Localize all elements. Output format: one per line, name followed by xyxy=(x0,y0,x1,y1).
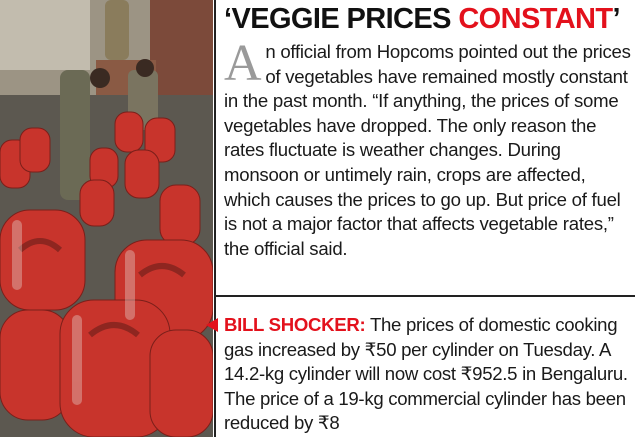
kicker-label: BILL SHOCKER: xyxy=(224,314,366,335)
drop-cap: A xyxy=(224,35,262,92)
headline-highlight: CONSTANT xyxy=(458,3,613,35)
headline-main: ‘VEGGIE PRICES xyxy=(224,3,459,35)
cylinder-photo-illustration xyxy=(0,0,213,437)
story-text: n official from Hopcoms pointed out the … xyxy=(224,41,631,259)
headline-closing-quote: ’ xyxy=(612,3,621,35)
headline: ‘VEGGIE PRICES CONSTANT’ xyxy=(224,0,632,36)
triangle-marker-icon xyxy=(206,318,218,332)
section-divider-horizontal xyxy=(216,295,635,297)
bill-shocker-paragraph: BILL SHOCKER: The prices of domestic coo… xyxy=(224,313,634,436)
photo-gas-cylinders xyxy=(0,0,213,437)
bill-shocker-text: The prices of domestic cooking gas incre… xyxy=(224,314,628,434)
column-divider-vertical xyxy=(214,0,216,437)
